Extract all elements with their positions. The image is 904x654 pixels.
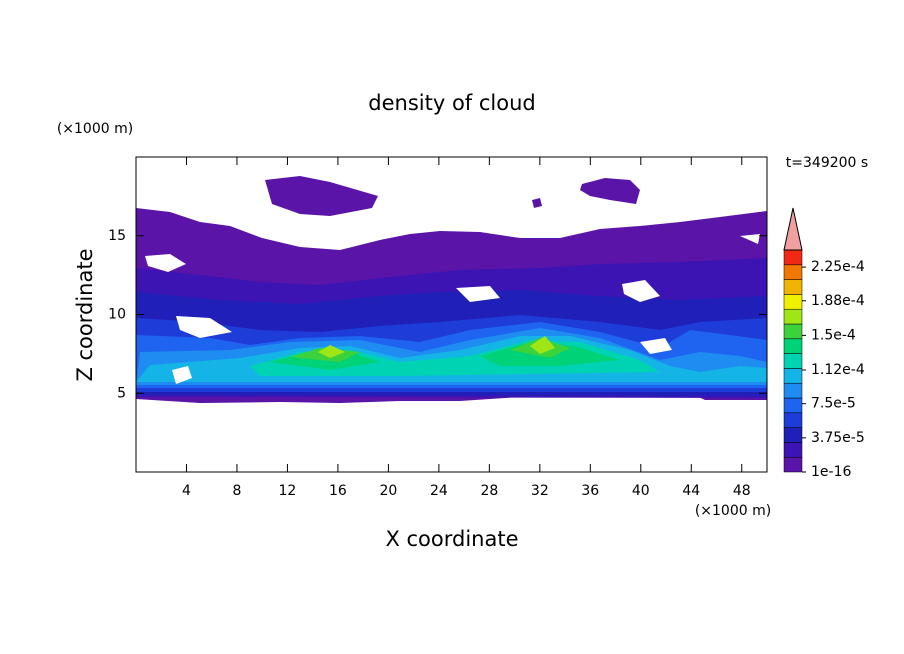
colorbar-tick-label: 1e-16 [811, 464, 851, 480]
x-tick-label: 8 [232, 483, 241, 499]
colorbar-box [783, 427, 803, 443]
y-axis-label: Z coordinate [73, 248, 97, 381]
y-tick-label: 15 [108, 228, 126, 244]
x-tick-label: 36 [581, 483, 599, 499]
colorbar-box [783, 368, 803, 384]
x-unit: (×1000 m) [695, 503, 771, 519]
x-tick-label: 16 [329, 483, 347, 499]
x-tick-label: 28 [480, 483, 498, 499]
colorbar-box [783, 338, 803, 354]
x-tick-label: 44 [682, 483, 700, 499]
x-tick-label: 32 [531, 483, 549, 499]
cloud-free-region [145, 254, 186, 272]
cloud-free-region [640, 338, 672, 354]
contour-field [136, 176, 767, 403]
colorbar-box [783, 294, 803, 310]
cloud-free-region [740, 234, 760, 244]
chart-title: density of cloud [368, 91, 535, 115]
colorbar-extension [783, 207, 803, 251]
colorbar-box [783, 308, 803, 325]
cloud-free-region [172, 366, 192, 384]
colorbar-box [783, 353, 803, 369]
colorbar-box [783, 323, 803, 340]
x-tick-label: 12 [279, 483, 297, 499]
colorbar-tick-label: 1.88e-4 [811, 293, 865, 309]
x-axis-label: X coordinate [385, 527, 518, 551]
colorbar-tick-label: 1.12e-4 [811, 362, 865, 378]
contour-band [532, 198, 542, 208]
time-annotation: t=349200 s [786, 155, 868, 171]
y-tick-label: 10 [108, 307, 126, 323]
colorbar-box [783, 279, 803, 295]
colorbar-box [783, 382, 803, 399]
contour-band [580, 178, 640, 204]
x-tick-label: 4 [182, 483, 191, 499]
contour-band [265, 176, 378, 216]
colorbar-tick-label: 1.5e-4 [811, 327, 856, 343]
y-unit: (×1000 m) [57, 121, 133, 137]
colorbar-box [783, 249, 803, 266]
cloud-free-region [622, 280, 660, 302]
contour-band [318, 345, 345, 358]
colorbar-box [783, 442, 803, 458]
colorbar-box [783, 264, 803, 280]
colorbar-box [783, 412, 803, 428]
colorbar-tick-label: 7.5e-5 [811, 396, 856, 412]
cloud-free-region [176, 316, 232, 338]
x-tick-label: 40 [632, 483, 650, 499]
colorbar-tick-label: 2.25e-4 [811, 259, 865, 275]
x-tick-label: 20 [379, 483, 397, 499]
x-tick-label: 24 [430, 483, 448, 499]
y-tick-label: 5 [117, 385, 126, 401]
colorbar-tick-label: 3.75e-5 [811, 430, 865, 446]
colorbar-box [783, 456, 803, 473]
cloud-free-region [456, 286, 500, 302]
contour-band [530, 336, 555, 354]
colorbar-box [783, 397, 803, 414]
x-tick-label: 48 [733, 483, 751, 499]
